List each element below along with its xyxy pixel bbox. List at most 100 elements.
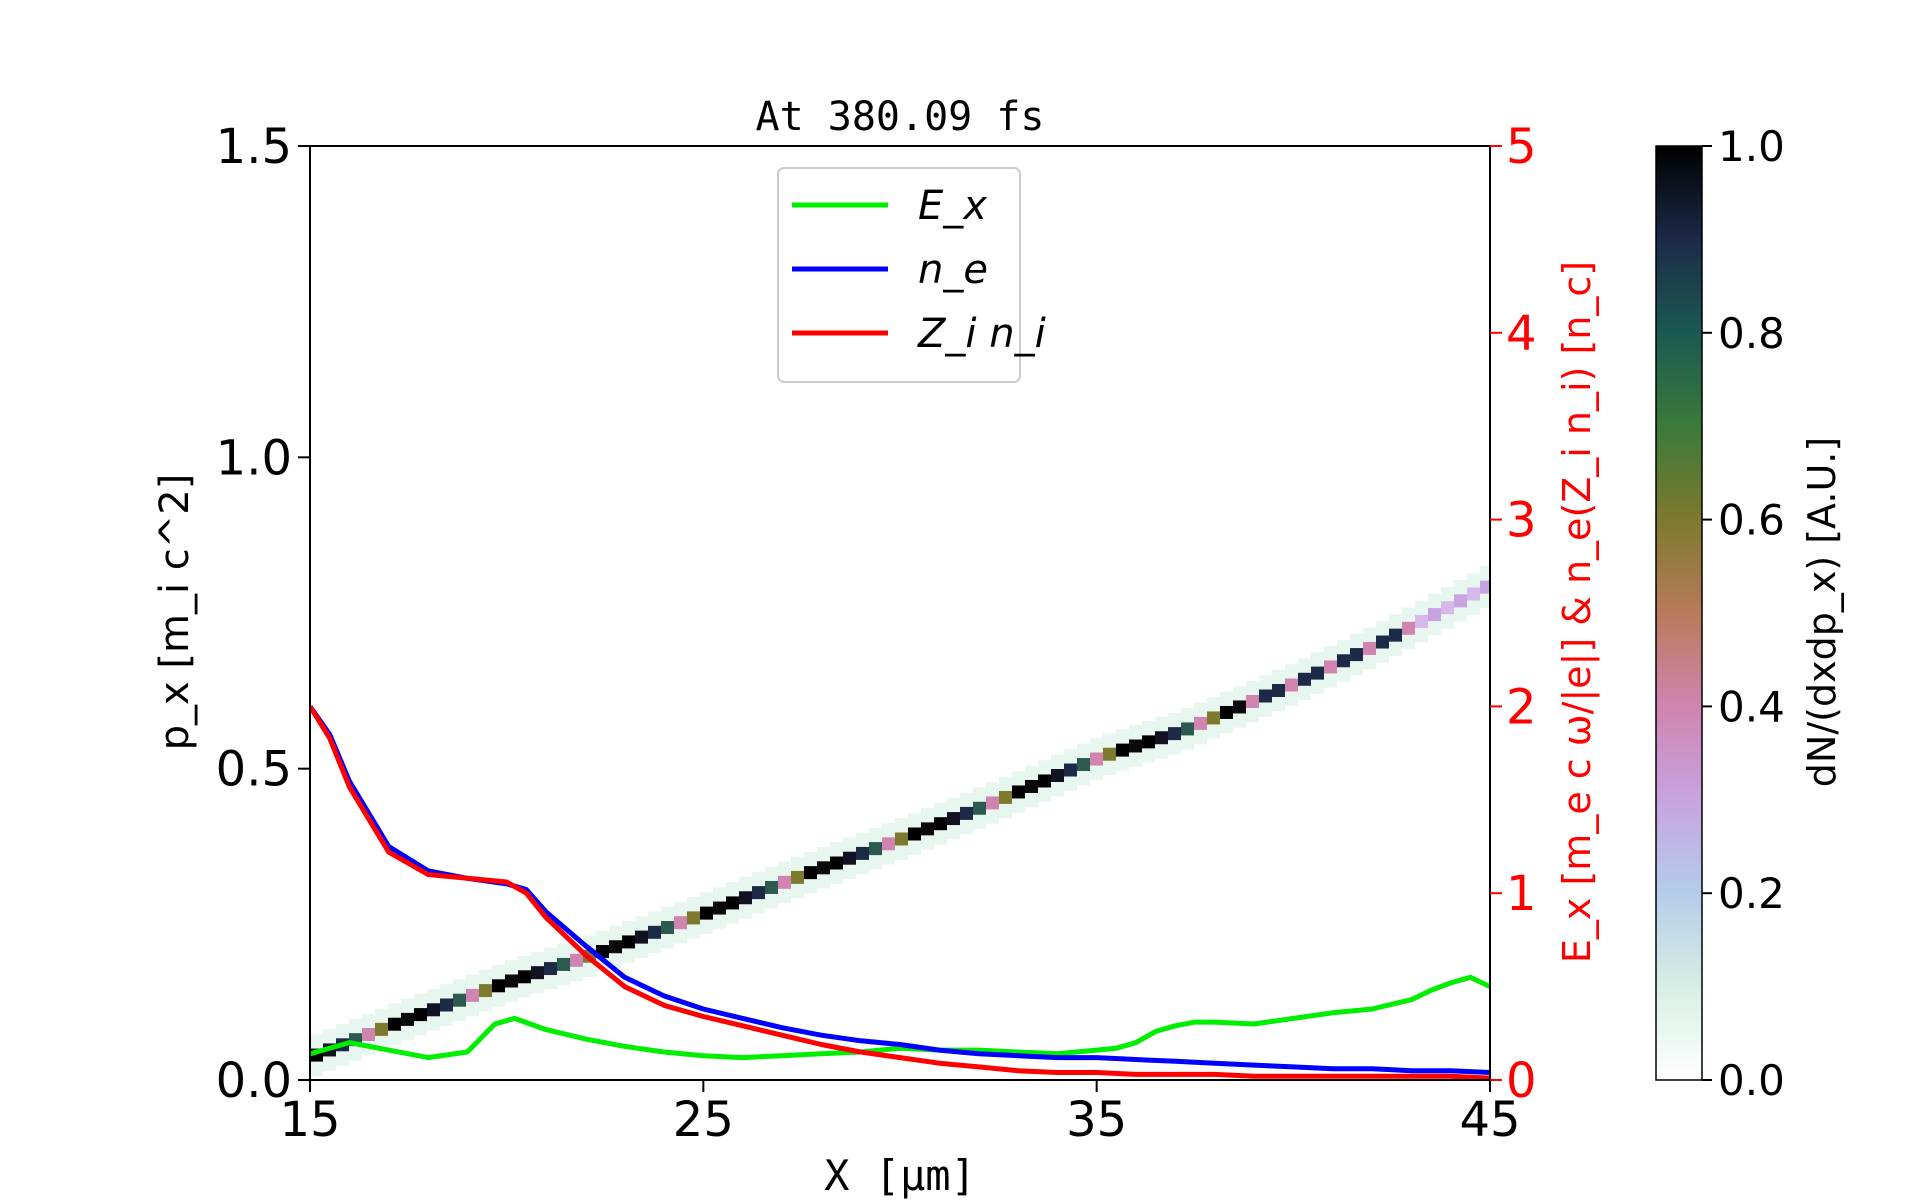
heatmap-cell [960, 806, 973, 820]
heatmap-cell [1233, 700, 1246, 714]
heatmap-cell [1090, 752, 1103, 766]
heatmap-cell [999, 790, 1012, 804]
heatmap-cell [765, 880, 778, 894]
heatmap-cell [1454, 594, 1467, 608]
heatmap-cell [1480, 580, 1490, 594]
heatmap-cell [401, 1012, 414, 1026]
heatmap-cell [1051, 768, 1064, 782]
colorbar-label: dN/(dxdp_x) [A.U.] [1800, 437, 1844, 787]
heatmap-cell [1142, 735, 1155, 749]
heatmap-cell [1324, 660, 1337, 674]
y-left-axis-label: p_x [m_i c^2] [152, 474, 198, 751]
heatmap-cell [609, 940, 622, 954]
series-line-zini [310, 705, 1490, 1080]
heatmap-cell [648, 925, 661, 939]
heatmap-cell [440, 998, 453, 1012]
heatmap-cell [1272, 683, 1285, 697]
heatmap-cell [947, 812, 960, 826]
colorbar-tick-label: 0.4 [1718, 682, 1785, 731]
heatmap-cell [1259, 689, 1272, 703]
x-tick-label: 25 [673, 1092, 734, 1148]
heatmap-cell [557, 957, 570, 971]
heatmap-cell [1207, 711, 1220, 725]
heatmap-cell [505, 974, 518, 988]
heatmap-cell [934, 817, 947, 831]
heatmap-cell [1194, 716, 1207, 730]
heatmap-cell [635, 930, 648, 944]
plot-area [310, 566, 1490, 1080]
heatmap-cell [1467, 587, 1480, 601]
heatmap-cell [908, 827, 921, 841]
heatmap-cell [843, 851, 856, 865]
heatmap-cell [752, 886, 765, 900]
heatmap-cell [1077, 758, 1090, 772]
x-axis-ticks: 15 25 35 45 [279, 1080, 1521, 1148]
heatmap-cell [1246, 694, 1259, 708]
heatmap-cell [518, 970, 531, 984]
heatmap-cell [427, 1003, 440, 1017]
legend-label-zini: Z_i n_i [917, 311, 1046, 357]
y-right-tick-label: 5 [1506, 119, 1537, 175]
y-right-axis-ticks: 0 1 2 3 4 5 [1490, 119, 1537, 1109]
heatmap-cell [622, 935, 635, 949]
heatmap-cell [687, 911, 700, 925]
legend: E_x n_e Z_i n_i [777, 167, 1046, 383]
x-tick-label: 15 [279, 1092, 340, 1148]
heatmap-cell [1168, 727, 1181, 741]
colorbar: 0.0 0.2 0.4 0.6 0.8 1.0 dN/(dxdp_x) [A.U.] [1655, 122, 1844, 1105]
heatmap-cell [570, 953, 583, 967]
heatmap-cell [973, 801, 986, 815]
heatmap-cell [713, 901, 726, 915]
plot-frame [309, 145, 1491, 1081]
heatmap-cell [674, 916, 687, 930]
heatmap-cell [544, 962, 557, 976]
y-left-tick-label: 1.5 [216, 119, 292, 175]
heatmap-cell [700, 906, 713, 920]
y-right-tick-label: 2 [1506, 679, 1537, 735]
heatmap-cell [1311, 666, 1324, 680]
legend-label-ne: n_e [918, 247, 988, 293]
heatmap-cell [1155, 731, 1168, 745]
heatmap-cell [817, 861, 830, 875]
legend-label-ex: E_x [918, 183, 987, 229]
y-right-tick-label: 1 [1506, 866, 1537, 922]
heatmap-cell [869, 842, 882, 856]
heatmap-cell [1103, 747, 1116, 761]
heatmap-cell [1220, 705, 1233, 719]
heatmap-cell [375, 1022, 388, 1036]
y-right-tick-label: 0 [1506, 1053, 1537, 1109]
heatmap-cell [986, 796, 999, 810]
heatmap-cell [1402, 621, 1415, 635]
heatmap-cell [1428, 608, 1441, 622]
y-left-tick-label: 0.5 [216, 742, 292, 798]
heatmap-cell [726, 896, 739, 910]
heatmap-cell [1415, 614, 1428, 628]
heatmap-cell [895, 832, 908, 846]
y-right-tick-label: 3 [1506, 493, 1537, 549]
chart-title: At 380.09 fs [756, 94, 1045, 140]
heatmap-cell [1441, 601, 1454, 615]
y-left-tick-label: 0.0 [216, 1053, 292, 1109]
y-left-axis-ticks: 0.0 0.5 1.0 1.5 [216, 119, 310, 1109]
legend-box [777, 167, 1021, 383]
heatmap-cell [778, 875, 791, 889]
heatmap-cell [1350, 648, 1363, 662]
heatmap-cell [1064, 763, 1077, 777]
heatmap-cell [414, 1008, 427, 1022]
x-tick-label: 45 [1459, 1092, 1520, 1148]
heatmap-cell [804, 866, 817, 880]
heatmap-cell [1363, 641, 1376, 655]
heatmap-cell [921, 822, 934, 836]
series-line-ex [310, 974, 1490, 1061]
heatmap-cell [1298, 672, 1311, 686]
heatmap-cell [1025, 779, 1038, 793]
colorbar-ticks: 0.0 0.2 0.4 0.6 0.8 1.0 [1702, 122, 1785, 1105]
heatmap-cell [1337, 654, 1350, 668]
heatmap-cell [388, 1017, 401, 1031]
heatmap-cell [531, 966, 544, 980]
colorbar-tick-label: 0.0 [1718, 1056, 1785, 1105]
heatmap-cell [1285, 678, 1298, 692]
colorbar-tick-label: 0.8 [1718, 309, 1785, 358]
heatmap-cell [856, 846, 869, 860]
